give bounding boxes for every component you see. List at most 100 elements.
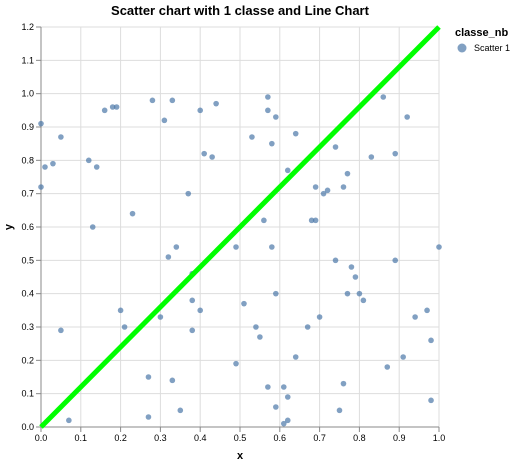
chart-title: Scatter chart with 1 classe and Line Cha… (111, 3, 370, 18)
scatter-point (332, 144, 339, 150)
scatter-point (42, 164, 48, 170)
scatter-point (113, 104, 120, 110)
scatter-point (197, 307, 203, 314)
y-tick-label: 0.9 (21, 122, 34, 132)
scatter-point (169, 377, 176, 384)
legend-swatch-scatter-1 (457, 43, 467, 53)
scatter-point (344, 290, 351, 297)
scatter-point (269, 244, 275, 250)
x-axis-title: x (237, 450, 244, 462)
scatter-point (280, 420, 287, 427)
scatter-point (233, 360, 239, 367)
line-series-path (39, 25, 441, 429)
scatter-point (38, 184, 44, 190)
scatter-point (189, 297, 196, 304)
scatter-point (101, 107, 108, 114)
scatter-point (284, 394, 291, 400)
scatter-point (273, 404, 279, 410)
x-tick-label: 0.1 (75, 433, 88, 443)
scatter-point (316, 314, 323, 320)
scatter-point (392, 257, 399, 264)
y-tick-label: 1.2 (21, 22, 34, 32)
scatter-point (149, 97, 156, 104)
scatter-points (38, 94, 442, 427)
x-tick-label: 0.2 (114, 433, 127, 443)
scatter-point (185, 190, 192, 197)
scatter-point (284, 417, 291, 424)
y-tick-label: 0.1 (21, 389, 34, 399)
scatter-point (173, 244, 180, 250)
y-tick-label: 0.3 (21, 322, 34, 332)
legend-label-scatter-1: Scatter 1 (474, 43, 510, 53)
scatter-point (312, 184, 319, 190)
y-axis-title: y (3, 223, 15, 230)
scatter-point (58, 134, 64, 140)
scatter-point (209, 154, 215, 160)
scatter-point (340, 184, 347, 190)
scatter-point (428, 397, 434, 404)
scatter-point (213, 100, 219, 107)
scatter-point (368, 154, 375, 160)
scatter-point (66, 417, 72, 424)
scatter-point (189, 327, 196, 334)
scatter-point (109, 104, 116, 110)
y-tick-label: 0.7 (21, 189, 34, 199)
axis-layer: 0.0 0.1 0.2 0.3 0.4 0.5 0.6 0.7 0.8 0.9 1.0 0.0 0.1 0… (21, 22, 445, 443)
scatter-point (121, 324, 128, 330)
scatter-point (169, 97, 176, 104)
scatter-point (265, 107, 271, 114)
scatter-point (201, 150, 207, 157)
scatter-point (404, 114, 410, 120)
scatter-point (324, 187, 331, 194)
scatter-point (89, 224, 96, 230)
x-tick-label: 0.0 (35, 433, 48, 443)
y-tick-label: 0.2 (21, 355, 34, 365)
x-tick-label: 0.9 (393, 433, 406, 443)
scatter-point (273, 114, 279, 120)
scatter-point (348, 264, 355, 270)
scatter-point (177, 407, 184, 414)
scatter-point (38, 120, 44, 127)
x-tick-label: 0.6 (274, 433, 287, 443)
y-tick-label: 0.4 (21, 289, 34, 299)
scatter-point (50, 160, 56, 167)
scatter-point (241, 300, 247, 307)
scatter-point (412, 314, 418, 320)
scatter-point (93, 164, 100, 170)
x-tick-label: 0.7 (313, 433, 326, 443)
scatter-point (85, 157, 92, 164)
x-tick-label: 0.5 (234, 433, 247, 443)
scatter-point (253, 324, 259, 330)
scatter-point (265, 94, 271, 100)
scatter-point (292, 354, 299, 360)
scatter-point (356, 290, 363, 297)
legend: classe_nb Scatter 1 (455, 27, 510, 53)
y-tick-label: 0.8 (21, 155, 34, 165)
y-tick-label: 0.5 (21, 255, 34, 265)
line-series (39, 25, 441, 429)
x-tick-label: 0.3 (154, 433, 167, 443)
scatter-point (249, 134, 255, 140)
scatter-point (304, 324, 311, 330)
scatter-point (280, 384, 287, 390)
scatter-point (380, 94, 387, 100)
scatter-point (161, 117, 168, 124)
scatter-point (261, 217, 267, 224)
scatter-point (292, 130, 299, 137)
legend-title: classe_nb (455, 27, 508, 39)
x-tick-label: 1.0 (433, 433, 446, 443)
scatter-point (265, 384, 271, 390)
scatter-point (436, 244, 442, 250)
scatter-point (308, 217, 315, 224)
scatter-point (129, 210, 136, 217)
scatter-point (145, 374, 152, 380)
y-tick-label: 0.6 (21, 222, 34, 232)
scatter-point (384, 364, 391, 370)
y-tick-label: 1.0 (21, 89, 34, 99)
scatter-point (145, 414, 152, 420)
scatter-point (233, 244, 239, 250)
scatter-point (273, 290, 279, 297)
y-tick-label: 1.1 (21, 55, 34, 65)
scatter-point (344, 170, 351, 177)
